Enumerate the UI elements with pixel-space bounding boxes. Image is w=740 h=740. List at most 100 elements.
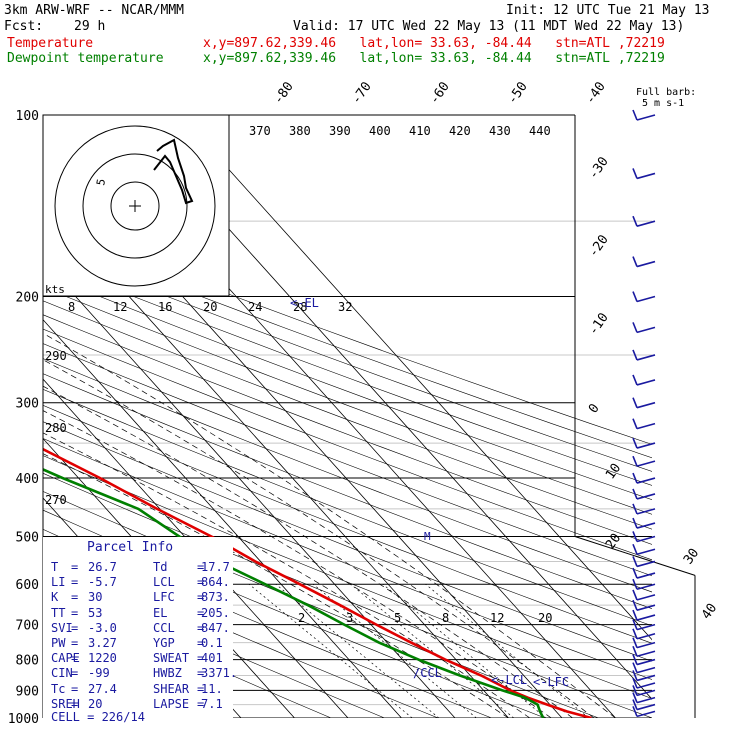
- wind-barb: [636, 548, 656, 556]
- wind-barb-flag: [632, 619, 638, 630]
- parcel-param-name: LAPSE: [153, 696, 190, 711]
- wind-barb: [636, 401, 656, 409]
- pressure-tick-label: 600: [16, 578, 39, 593]
- isotherm-tick-label: -40: [583, 79, 609, 107]
- wind-barb: [636, 460, 656, 467]
- pressure-tick-label: 400: [16, 472, 39, 487]
- mixing-ratio-label: 12: [490, 611, 504, 625]
- parcel-eq: =: [71, 560, 79, 574]
- wind-barb: [636, 641, 656, 649]
- wind-barb: [636, 710, 656, 718]
- hodograph-ring-label: 5: [94, 178, 108, 187]
- dry-adiabat: [43, 314, 652, 545]
- pressure-tick-label: 200: [16, 291, 39, 306]
- isotherm-tick-label: -60: [427, 79, 453, 107]
- isotherm-tick-label: -70: [349, 79, 375, 107]
- mixing-ratio-label: 2: [298, 611, 305, 625]
- barb-key-title: Full barb:: [636, 87, 696, 98]
- parcel-param-value: 873.: [201, 590, 230, 605]
- parcel-info-title: Parcel Info: [87, 540, 174, 555]
- parcel-param-name: SWEAT: [153, 651, 190, 666]
- wind-barb: [636, 614, 656, 621]
- wind-barb: [636, 326, 656, 334]
- parcel-param-value: 27.4: [88, 681, 117, 696]
- hodograph-unit-label: kts: [45, 283, 65, 296]
- moist-adiabat: [43, 385, 573, 718]
- parcel-param-name: Tc: [51, 681, 66, 696]
- mixing-ratio-line: [275, 583, 440, 718]
- parcel-param-value: 401: [201, 651, 223, 666]
- hodograph-ring: [54, 125, 216, 287]
- wind-barb-flag: [632, 488, 638, 500]
- wind-barb-flag: [632, 531, 638, 542]
- wind-barb: [636, 650, 656, 658]
- wind-barb-flag: [632, 397, 638, 409]
- wbz-label: 280: [45, 421, 67, 435]
- dry-adiabat: [43, 328, 652, 561]
- hodograph-trace: [153, 138, 194, 205]
- lcl-marker: <-LCL: [491, 673, 527, 687]
- isotherm-line: [43, 319, 402, 718]
- wind-barb-flag: [632, 692, 638, 703]
- pressure-tick-label: 900: [16, 684, 39, 699]
- wind-barb-flag: [632, 503, 638, 515]
- parcel-eq: =: [197, 651, 205, 666]
- parcel-param-value: 17.7: [201, 560, 230, 574]
- theta-label: 400: [369, 124, 391, 138]
- barb-key-unit: 5 m s-1: [642, 98, 684, 109]
- wbz-label: 270: [45, 493, 67, 507]
- wind-barb-flag: [632, 685, 638, 696]
- wind-barb: [636, 220, 656, 227]
- wind-barb: [636, 703, 656, 711]
- parcel-param-name: EL: [153, 605, 168, 620]
- parcel-eq: =: [197, 620, 205, 635]
- wind-barb: [636, 633, 656, 640]
- parcel-eq: =: [71, 575, 79, 590]
- parcel-param-value: 0.1: [201, 636, 223, 650]
- wind-barb: [636, 260, 656, 268]
- theta-label: 420: [449, 124, 471, 138]
- dry-adiabat: [43, 273, 652, 501]
- wind-barb: [636, 535, 656, 543]
- parcel-param-name: LI: [51, 575, 66, 590]
- dry-adiabat: [43, 404, 652, 644]
- parcel-eq: =: [71, 605, 79, 620]
- parcel-param-name: PW: [51, 636, 66, 650]
- wind-barb: [636, 594, 656, 601]
- wind-barb-flag: [632, 677, 638, 689]
- parcel-eq: =: [197, 605, 205, 620]
- freezing-marker: M: [424, 530, 431, 543]
- isotherm-line: [179, 115, 652, 641]
- mixing-ratio-line: [350, 583, 515, 718]
- wind-barb: [636, 295, 656, 303]
- dry-adiabat: [43, 234, 652, 459]
- wind-barb: [636, 493, 656, 500]
- parcel-param-name: CCL: [153, 620, 175, 635]
- wind-barb: [636, 572, 656, 579]
- theta-label: 430: [489, 124, 511, 138]
- wind-barb-flag: [632, 589, 638, 601]
- pressure-tick-label: 100: [16, 109, 39, 124]
- mixing-ratio-label: 3: [346, 611, 353, 625]
- parcel-param-value: 1220: [88, 651, 117, 666]
- dry-adiabat: [43, 569, 385, 718]
- moist-adiabat: [43, 410, 552, 718]
- wind-barb-flag: [632, 556, 638, 567]
- parcel-eq: =: [71, 651, 79, 666]
- el-marker: <-EL: [290, 296, 319, 310]
- pressure-tick-label: 500: [16, 530, 39, 545]
- theta-label: 370: [249, 124, 271, 138]
- location-dewpoint: x,y=897.62,339.46 lat,lon= 33.63, -84.44…: [203, 51, 665, 66]
- wind-barb-flag: [632, 322, 638, 333]
- hodograph-ring: [110, 181, 160, 231]
- wind-barb: [636, 682, 656, 689]
- wind-barb: [636, 477, 656, 484]
- temperature-curve: [43, 447, 592, 718]
- hodograph-speed-label: 8: [68, 300, 75, 314]
- parcel-eq: =: [71, 620, 79, 635]
- mixing-ratio-line: [425, 583, 589, 718]
- wind-barb-flag: [632, 609, 638, 621]
- wind-barb-flag: [632, 455, 638, 467]
- isotherm-tick-label: 0: [586, 401, 603, 416]
- theta-label: 390: [329, 124, 351, 138]
